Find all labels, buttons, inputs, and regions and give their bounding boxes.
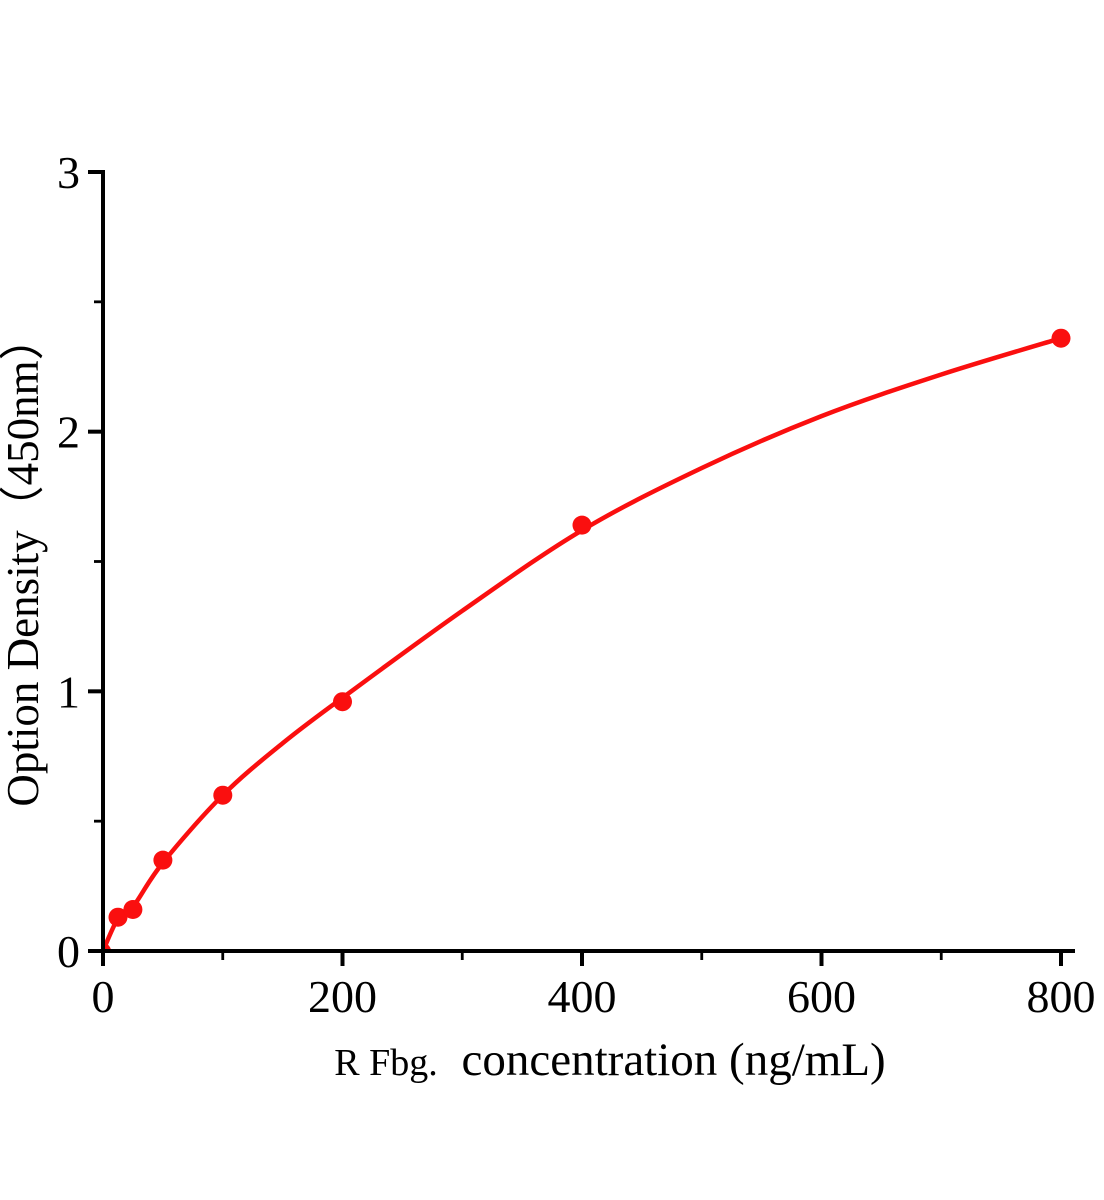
data-point xyxy=(1051,328,1071,348)
y-axis-title: Option Density（450nm） xyxy=(0,315,48,806)
data-point xyxy=(213,785,233,805)
x-tick-label: 0 xyxy=(92,971,115,1022)
data-point xyxy=(333,692,352,712)
data-point xyxy=(123,900,143,919)
y-tick-label: 2 xyxy=(57,407,80,458)
fit-curve xyxy=(105,335,1064,949)
x-tick-label: 600 xyxy=(787,971,856,1022)
data-point xyxy=(572,515,592,535)
data-point xyxy=(108,907,128,927)
x-axis-title-main: concentration (ng/mL) xyxy=(462,1034,886,1086)
x-tick-label: 400 xyxy=(548,971,617,1022)
y-tick-label: 3 xyxy=(57,147,80,198)
x-tick-label: 200 xyxy=(308,971,377,1022)
y-tick-label: 0 xyxy=(57,926,80,977)
data-point xyxy=(105,943,111,949)
y-tick-label: 1 xyxy=(57,666,80,717)
x-axis-title-prefix: R Fbg. xyxy=(334,1042,437,1084)
x-axis-title: R Fbg. concentration (ng/mL) xyxy=(334,1034,885,1086)
data-point xyxy=(153,850,173,870)
x-tick-label: 800 xyxy=(1027,971,1096,1022)
series-layer xyxy=(105,328,1071,949)
axes-layer: 0 200 400 600 800 0 1 2 3 xyxy=(57,147,1096,1022)
